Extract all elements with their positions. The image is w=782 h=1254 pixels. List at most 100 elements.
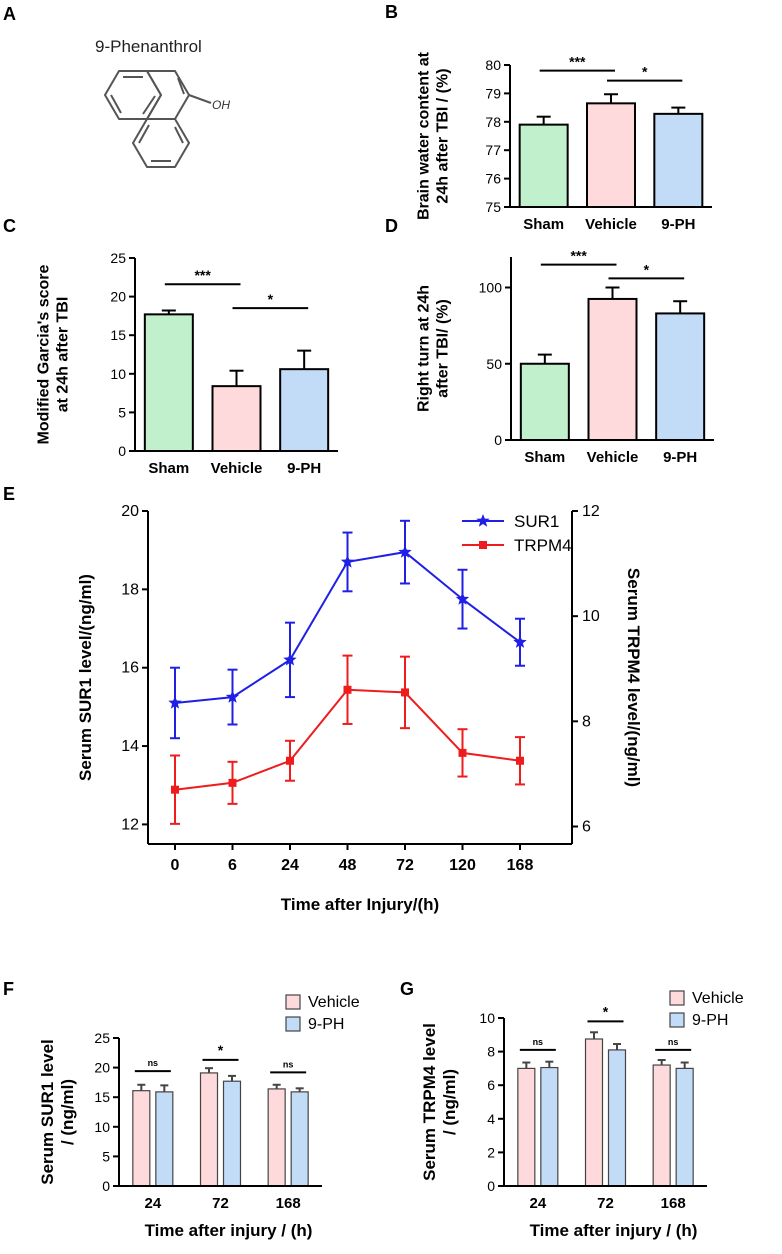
trpm4-point <box>458 748 467 757</box>
significance-label: * <box>644 261 650 277</box>
x-tick-label: 24 <box>529 1195 546 1212</box>
trpm4-point <box>516 756 524 765</box>
y-axis-label-line: Serum TRPM4 level <box>420 1023 439 1181</box>
y-axis-label: Right turn at 24h after TBI/ (%) <box>415 285 451 412</box>
legend-9ph-label: 9-PH <box>308 1016 344 1033</box>
y-tick-label: 18 <box>121 581 139 598</box>
x-tick-label: 6 <box>228 857 237 874</box>
x-tick-label: 0 <box>171 857 180 874</box>
legend-sur1-marker <box>476 514 490 527</box>
bar-9ph <box>653 112 704 208</box>
y-tick-label: 0 <box>487 1178 495 1194</box>
y-tick-label: 78 <box>485 114 501 130</box>
sur1-point <box>283 652 297 666</box>
chart-d-right-turn: Sham Vehicle 9-PH 0 50 100 Right turn at 24h af… <box>415 248 714 466</box>
chart-c-garcia-score: Sham Vehicle 9-PH 0 5 10 15 20 25 Modified Garcia… <box>35 250 338 477</box>
sur1-point <box>455 592 470 605</box>
y-axis-label-left: Serum SUR1 level/(ng/ml) <box>76 574 95 781</box>
y-tick-label: 100 <box>479 280 503 296</box>
bar-vehicle-72h <box>199 1072 219 1187</box>
y-tick-label: 12 <box>582 503 600 520</box>
x-tick-label: 72 <box>212 1195 229 1212</box>
bar-vehicle-168h <box>267 1088 286 1187</box>
significance-label: * <box>642 64 648 80</box>
x-tick-label: 24 <box>281 857 299 874</box>
bar-vehicle-24h <box>132 1090 151 1187</box>
x-tick-label: Sham <box>523 216 564 233</box>
significance-label: * <box>218 1042 224 1058</box>
significance-label: * <box>268 291 274 307</box>
y-axis-label-line: 24h after TBI / (%) <box>435 68 452 203</box>
sur1-point <box>398 545 412 558</box>
bar-9ph-168h <box>290 1091 309 1187</box>
panel-a-structure: 9-Phenanthrol OH <box>95 37 230 168</box>
bar-9ph-168h <box>675 1067 694 1187</box>
y-tick-label: 15 <box>94 1089 110 1105</box>
trpm4-point <box>401 688 409 697</box>
panel-label-g: G <box>400 979 414 999</box>
x-tick-label: 24 <box>144 1195 161 1212</box>
bar-vehicle <box>587 297 638 441</box>
x-tick-label: Sham <box>148 460 189 477</box>
sur1-point <box>168 696 182 709</box>
bar-9ph <box>655 312 706 441</box>
y-axis-label-line: Serum SUR1 level <box>38 1039 57 1185</box>
chart-f-serum-sur1: 24 ns 72 * 168 ns 0 5 10 15 20 25 Time after injury … <box>38 994 360 1240</box>
legend-sur1-label: SUR1 <box>514 512 559 531</box>
trpm4-point <box>228 778 237 787</box>
y-tick-label: 8 <box>582 713 591 730</box>
significance-label: ns <box>148 1058 159 1068</box>
bar-9ph-72h <box>222 1080 242 1187</box>
y-tick-label: 10 <box>110 366 126 382</box>
significance-label: ns <box>668 1037 679 1047</box>
x-tick-label: 9-PH <box>287 460 321 477</box>
bar-vehicle <box>586 102 636 208</box>
y-axis-label: Serum TRPM4 level/ (ng/ml) <box>420 1023 459 1181</box>
y-tick-label: 10 <box>479 1010 495 1026</box>
legend-9ph-swatch <box>285 1016 301 1032</box>
x-axis-label: Time after injury / (h) <box>530 1221 698 1240</box>
bar-9ph <box>279 368 330 452</box>
y-tick-label: 79 <box>485 85 501 101</box>
y-axis-label: Modified Garcia's score at 24h after TBI <box>35 264 71 444</box>
bar-vehicle <box>211 385 262 453</box>
legend-vehicle-label: Vehicle <box>308 994 360 1011</box>
legend-vehicle-swatch <box>669 990 685 1006</box>
legend-9ph-swatch <box>669 1012 685 1028</box>
chart-b-brain-water: Sham Vehicle 9-PH 75 76 77 78 79 80 Brain water c… <box>415 51 712 233</box>
x-tick-label: 120 <box>449 857 476 874</box>
x-tick-label: 72 <box>597 1195 614 1212</box>
bar-sham <box>519 362 570 441</box>
y-axis-label-line: / (ng/ml) <box>440 1069 459 1135</box>
bar-vehicle-24h <box>517 1067 536 1187</box>
legend-vehicle-label: Vehicle <box>692 990 744 1007</box>
y-tick-label: 25 <box>110 250 126 266</box>
y-tick-label: 10 <box>94 1119 110 1135</box>
double-bond <box>177 77 185 95</box>
bar-sham <box>518 123 569 208</box>
panel-label-e: E <box>3 484 15 504</box>
x-tick-label: 168 <box>507 857 534 874</box>
legend-vehicle-swatch <box>285 994 301 1010</box>
double-bond <box>138 124 150 144</box>
y-tick-label: 8 <box>487 1044 495 1060</box>
x-tick-label: Vehicle <box>211 460 263 477</box>
double-bond <box>142 95 156 115</box>
x-axis-label: Time after injury / (h) <box>145 1221 313 1240</box>
y-tick-label: 0 <box>494 432 502 448</box>
y-tick-label: 25 <box>94 1030 110 1046</box>
y-tick-label: 5 <box>118 404 126 420</box>
hydroxyl-bond <box>188 94 212 104</box>
trpm4-point <box>343 685 352 694</box>
x-tick-label: Sham <box>524 449 565 466</box>
significance-label: *** <box>569 54 586 70</box>
y-tick-label: 80 <box>485 57 501 73</box>
y-axis-label: Serum SUR1 level/ (ng/ml) <box>38 1039 77 1185</box>
x-tick-label: 48 <box>339 857 357 874</box>
y-tick-label: 75 <box>485 199 501 215</box>
y-axis-label-line: after TBI/ (%) <box>435 299 452 398</box>
panel-label-a: A <box>3 4 16 24</box>
y-axis-label-line: Modified Garcia's score <box>35 264 52 444</box>
